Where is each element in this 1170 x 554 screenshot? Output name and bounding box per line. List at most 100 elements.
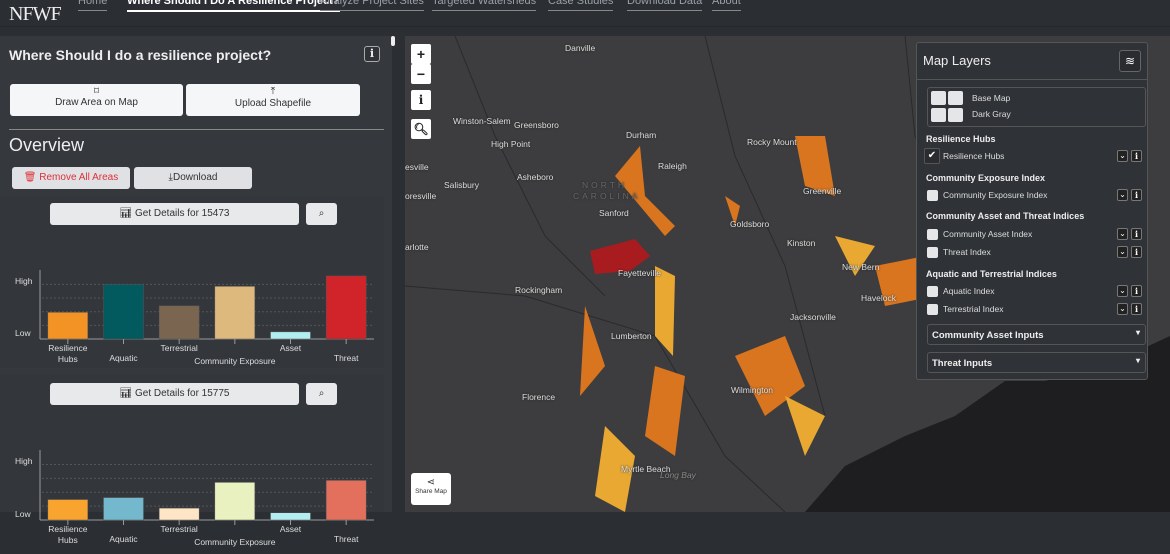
layer-info-button[interactable]: i (1131, 246, 1142, 258)
layer-info-button[interactable]: i (1131, 228, 1142, 240)
map-label: Jacksonville (790, 312, 836, 322)
caret-down-icon: ▾ (1135, 356, 1140, 365)
get-details-button[interactable]: 📊︎ Get Details for 15775 (50, 383, 299, 405)
layer-group-title: Aquatic and Terrestrial Indices (926, 269, 1057, 279)
bar-chart-15473: Low High Resilience Hubs Aquatic Terrestrial C… (15, 270, 374, 366)
search-icon: 🔍︎ (413, 122, 429, 136)
map-label: Salisbury (444, 180, 479, 190)
layer-expand-button[interactable]: ⌄ (1117, 228, 1128, 240)
basemap-tile (931, 108, 946, 122)
layer-info-button[interactable]: i (1131, 189, 1142, 201)
bar-terrestrial (158, 507, 200, 521)
nav-analyze-project-sites[interactable]: Analyze Project Sites (320, 0, 424, 11)
map-label: oresville (405, 191, 437, 201)
x-tick-label: Aquatic (109, 534, 138, 544)
bar-chart-icon: 📊︎ (119, 208, 133, 219)
layer-label: Terrestrial Index (943, 304, 1004, 314)
layers-icon: ≋ (1124, 54, 1136, 68)
layer-checkbox[interactable] (927, 190, 938, 201)
layer-checkbox[interactable] (927, 247, 938, 258)
map-layers-title: Map Layers (923, 53, 991, 68)
bar-threat (325, 275, 367, 340)
layer-checkbox[interactable] (927, 286, 938, 297)
map-label: Asheboro (517, 172, 554, 182)
x-tick-label: Community Exposure (194, 537, 276, 547)
zoom-out-button[interactable]: − (411, 64, 431, 84)
map-label: Myrtle Beach (621, 464, 671, 474)
nav-targeted-watersheds[interactable]: Targeted Watersheds (432, 0, 537, 11)
remove-all-areas-button[interactable]: 🗑 Remove All Areas (12, 167, 130, 189)
threat-inputs-dropdown[interactable]: Threat Inputs ▾ (927, 352, 1146, 373)
layers-toggle-button[interactable]: ≋ (1119, 50, 1141, 72)
zoom-to-area-button[interactable]: ⌕ (306, 203, 337, 225)
caret-down-icon: ▾ (1135, 328, 1140, 337)
share-map-button[interactable]: ⋖ Share Map (411, 473, 451, 505)
community-asset-inputs-dropdown[interactable]: Community Asset Inputs ▾ (927, 324, 1146, 345)
nav-download-data[interactable]: Download Data (627, 0, 703, 11)
layer-info-button[interactable]: i (1131, 285, 1142, 297)
map-label: Fayetteville (618, 268, 661, 278)
chevron-down-icon: ⌄ (1119, 286, 1126, 295)
area-card-15473: 📊︎ Get Details for 15473 ⌕ Low High Resili… (0, 196, 384, 368)
chevron-down-icon: ⌄ (1119, 304, 1126, 313)
bar-resilience-hubs (47, 499, 89, 521)
map-label: Winston-Salem (453, 116, 511, 126)
share-map-label: Share Map (415, 488, 447, 495)
map-label: Rocky Mount (747, 137, 797, 147)
download-button[interactable]: ⤓Download (134, 167, 252, 189)
layer-expand-button[interactable]: ⌄ (1117, 150, 1128, 162)
upload-label: Upload Shapefile (234, 98, 312, 109)
layer-group-title: Community Exposure Index (926, 173, 1046, 183)
chevron-down-icon: ⌄ (1119, 190, 1126, 199)
x-tick-label: Resilience Hubs (48, 524, 87, 545)
divider (9, 129, 384, 130)
upload-icon: ⤒ (270, 86, 276, 97)
layer-expand-button[interactable]: ⌄ (1117, 246, 1128, 258)
x-tick-label: Community Exposure (194, 356, 276, 366)
map-label: Durham (626, 130, 657, 140)
draw-area-button[interactable]: ⌑ Draw Area on Map (10, 84, 183, 116)
remove-label: Remove All Areas (39, 172, 119, 183)
get-details-button[interactable]: 📊︎ Get Details for 15473 (50, 203, 299, 225)
upload-shapefile-button[interactable]: ⤒ Upload Shapefile (186, 84, 360, 116)
dropdown-label: Threat Inputs (932, 358, 993, 369)
layer-info-button[interactable]: i (1131, 303, 1142, 315)
nav-about[interactable]: About (712, 0, 741, 11)
basemap-value: Dark Gray (972, 109, 1011, 119)
map-label: Havelock (861, 293, 896, 303)
x-tick-label: Terrestrial (161, 524, 198, 534)
map-label: Wilmington (731, 385, 774, 395)
layer-checkbox[interactable] (927, 229, 938, 240)
basemap-selector[interactable]: Base Map Dark Gray (927, 87, 1146, 127)
download-icon: ⤓ (168, 172, 173, 183)
layer-expand-button[interactable]: ⌄ (1117, 189, 1128, 201)
info-button[interactable]: i (364, 46, 380, 62)
layer-label: Community Asset Index (943, 229, 1033, 239)
zoom-in-button[interactable]: + (411, 44, 431, 64)
bar-community-exposure (214, 286, 256, 340)
y-label-low: Low (15, 509, 31, 519)
map-label: High Point (491, 139, 531, 149)
bar-threat (325, 480, 367, 521)
nfwf-logo[interactable]: NFWF (9, 3, 62, 25)
nav-where-resilience-project[interactable]: Where Should I Do A Resilience Project? (127, 0, 340, 12)
scrollbar[interactable] (391, 36, 395, 46)
nav-home[interactable]: Home (78, 0, 108, 11)
bar-resilience-hubs (47, 312, 89, 340)
nav-case-studies[interactable]: Case Studies (548, 0, 614, 11)
layer-checkbox[interactable]: ✔ (924, 148, 940, 164)
bar-aquatic (103, 497, 144, 521)
zoom-to-area-button[interactable]: ⌕ (306, 383, 337, 405)
layer-checkbox[interactable] (927, 304, 938, 315)
layer-info-button[interactable]: i (1131, 150, 1142, 162)
map-search-button[interactable]: 🔍︎ (411, 119, 431, 139)
info-icon: i (1134, 304, 1139, 314)
layer-expand-button[interactable]: ⌄ (1117, 285, 1128, 297)
check-icon: ✔ (927, 150, 937, 161)
map-info-button[interactable]: i (411, 90, 431, 110)
info-icon: i (1134, 151, 1139, 161)
layer-expand-button[interactable]: ⌄ (1117, 303, 1128, 315)
bar-chart-15775: Low High Resilience Hubs Aquatic Terrestrial C… (15, 450, 374, 547)
map-label: esville (405, 162, 429, 172)
get-details-label: Get Details for 15473 (134, 208, 230, 219)
